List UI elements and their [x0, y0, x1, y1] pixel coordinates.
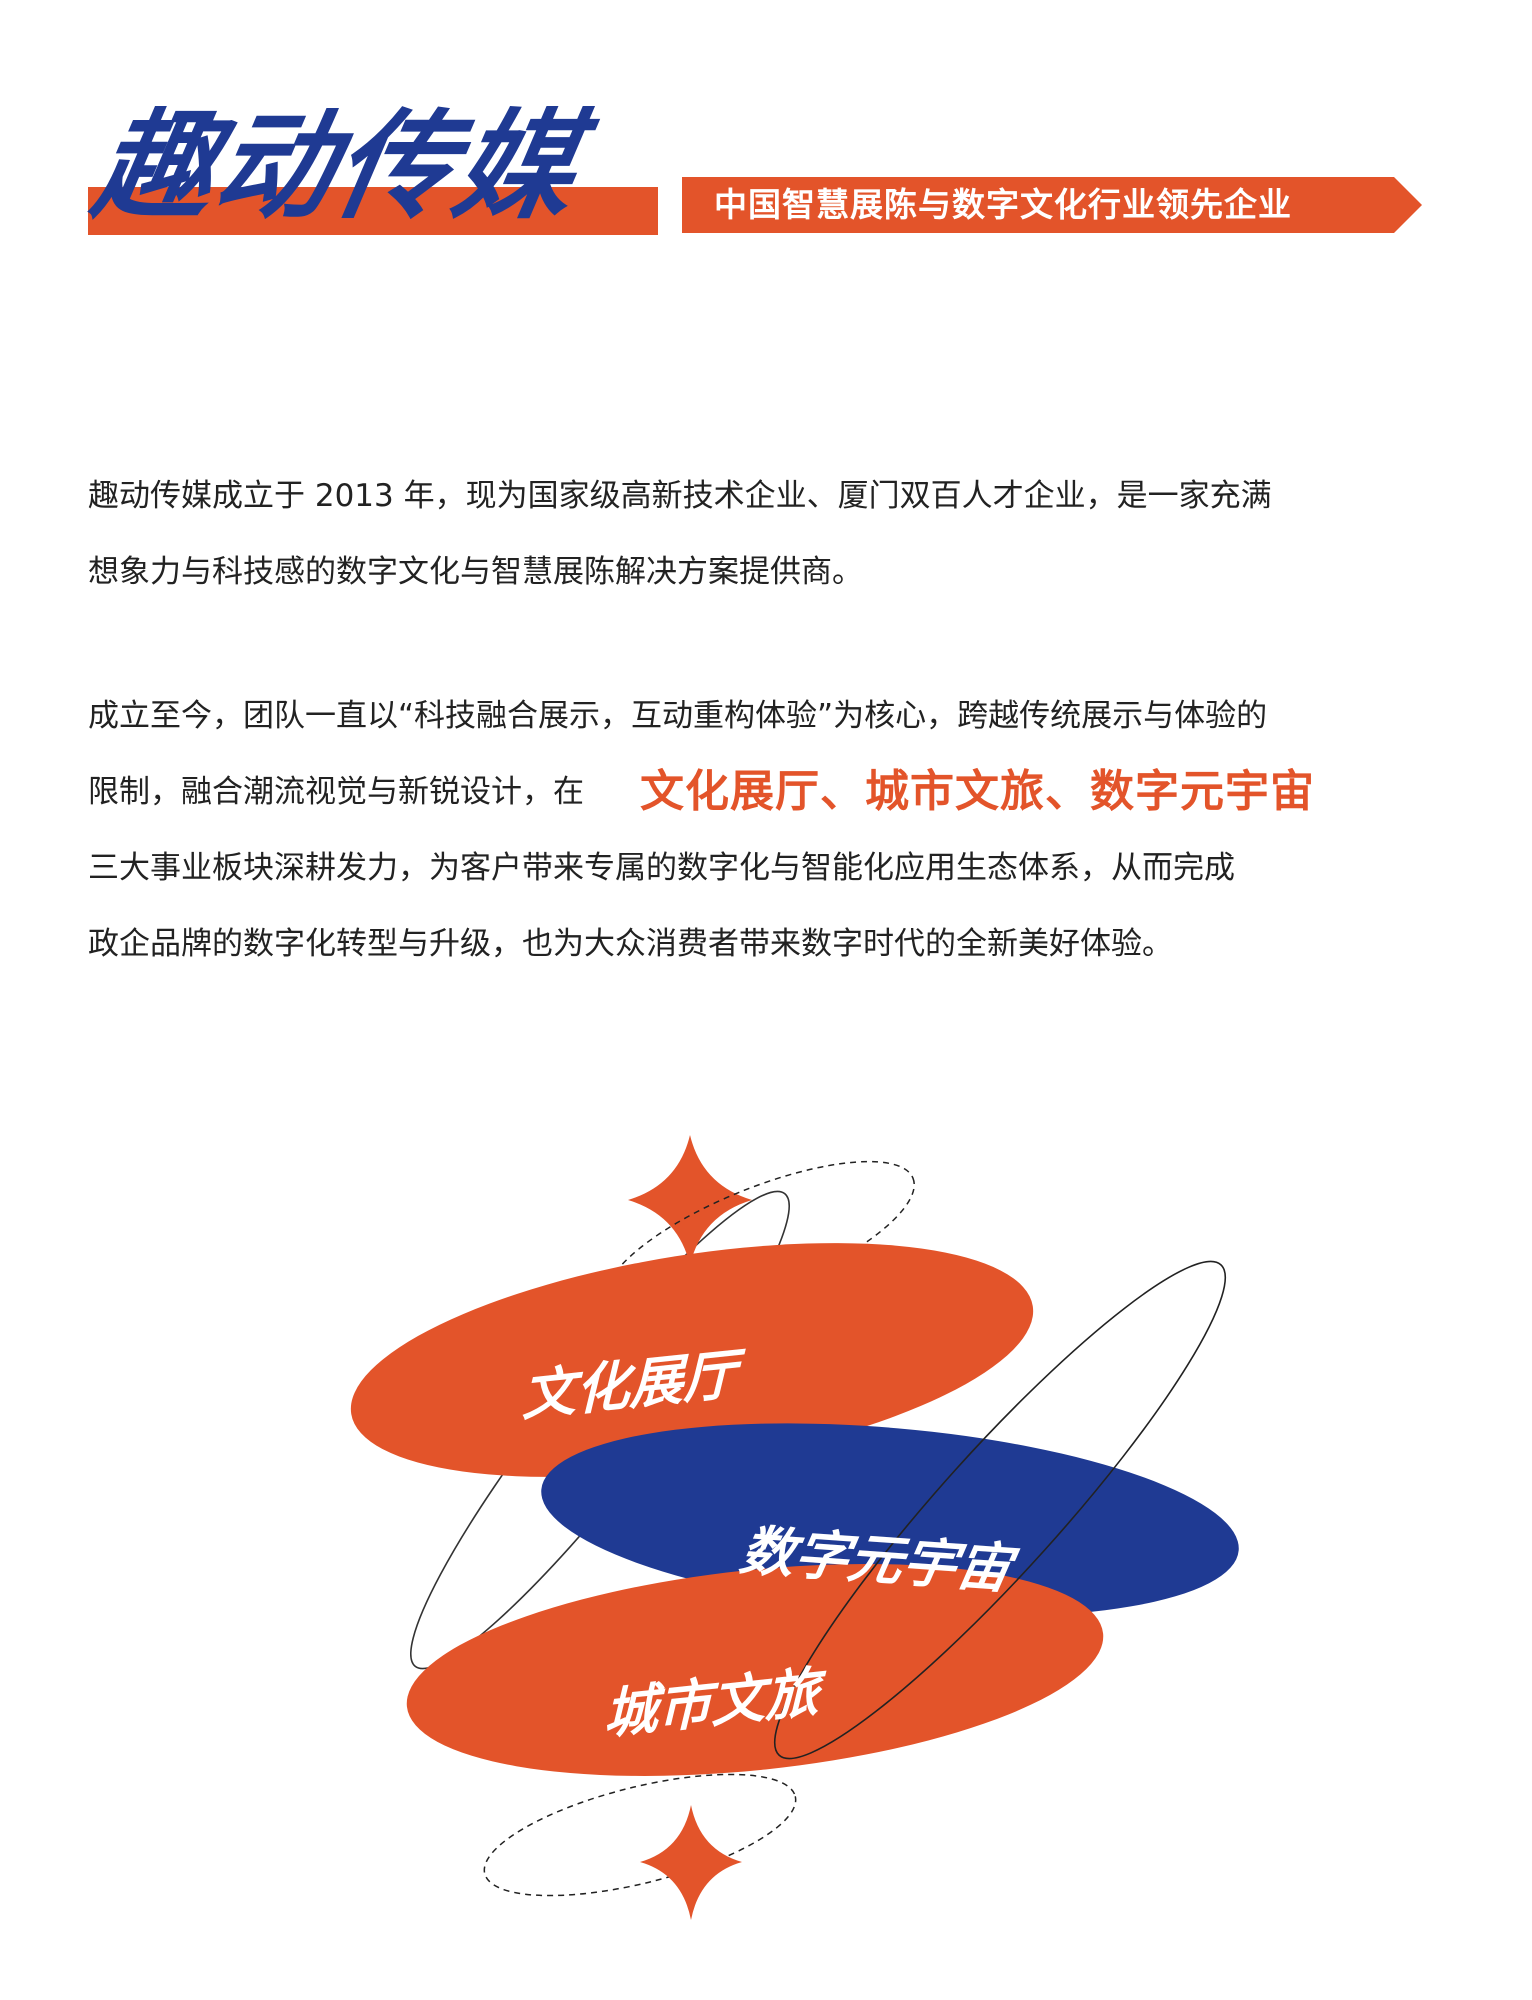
- star-bottom-icon: [640, 1805, 742, 1920]
- pill-digital-metaverse: [541, 1423, 1239, 1617]
- mission-line-3: 三大事业板块深耕发力，为客户带来专属的数字化与智能化应用生态体系，从而完成: [88, 850, 1235, 886]
- intro-line-2: 想象力与科技感的数字文化与智慧展陈解决方案提供商。: [88, 554, 863, 590]
- mission-line-4: 政企品牌的数字化转型与升级，也为大众消费者带来数字时代的全新美好体验。: [88, 926, 1173, 962]
- orbit-dashed-bottom: [483, 1773, 797, 1897]
- intro-line-1: 趣动传媒成立于 2013 年，现为国家级高新技术企业、厦门双百人才企业，是一家充…: [88, 478, 1272, 514]
- mission-paragraph: 成立至今，团队一直以“科技融合展示，互动重构体验”为核心，跨越传统展示与体验的 …: [88, 678, 1448, 982]
- mission-line-2: 限制，融合潮流视觉与新锐设计，在: [88, 774, 584, 810]
- slogan-text: 中国智慧展陈与数字文化行业领先企业: [714, 185, 1292, 224]
- header: 趣动传媒 中国智慧展陈与数字文化行业领先企业: [0, 0, 1532, 260]
- slogan-banner-shape: [682, 177, 1422, 233]
- orbit-line-lower: [773, 1260, 1227, 1760]
- star-top-icon: [628, 1135, 752, 1265]
- business-areas-highlight: 文化展厅、城市文旅、数字元宇宙: [640, 766, 1315, 817]
- mission-line-1: 成立至今，团队一直以“科技融合展示，互动重构体验”为核心，跨越传统展示与体验的: [88, 698, 1268, 734]
- illustration-art: [350, 1135, 1239, 1920]
- intro-paragraph: 趣动传媒成立于 2013 年，现为国家级高新技术企业、厦门双百人才企业，是一家充…: [88, 458, 1448, 610]
- pill-city-tourism: [406, 1564, 1104, 1776]
- business-areas-illustration: 文化展厅 数字元宇宙 城市文旅: [300, 1110, 1280, 1930]
- title-accent-bar: [88, 187, 658, 235]
- pill-cultural-exhibition: [350, 1243, 1034, 1477]
- mission-line-2-row: 限制，融合潮流视觉与新锐设计，在 文化展厅、城市文旅、数字元宇宙: [88, 754, 1448, 830]
- brand-title: 趣动传媒: [84, 97, 589, 235]
- slogan-banner: 中国智慧展陈与数字文化行业领先企业: [682, 177, 1422, 233]
